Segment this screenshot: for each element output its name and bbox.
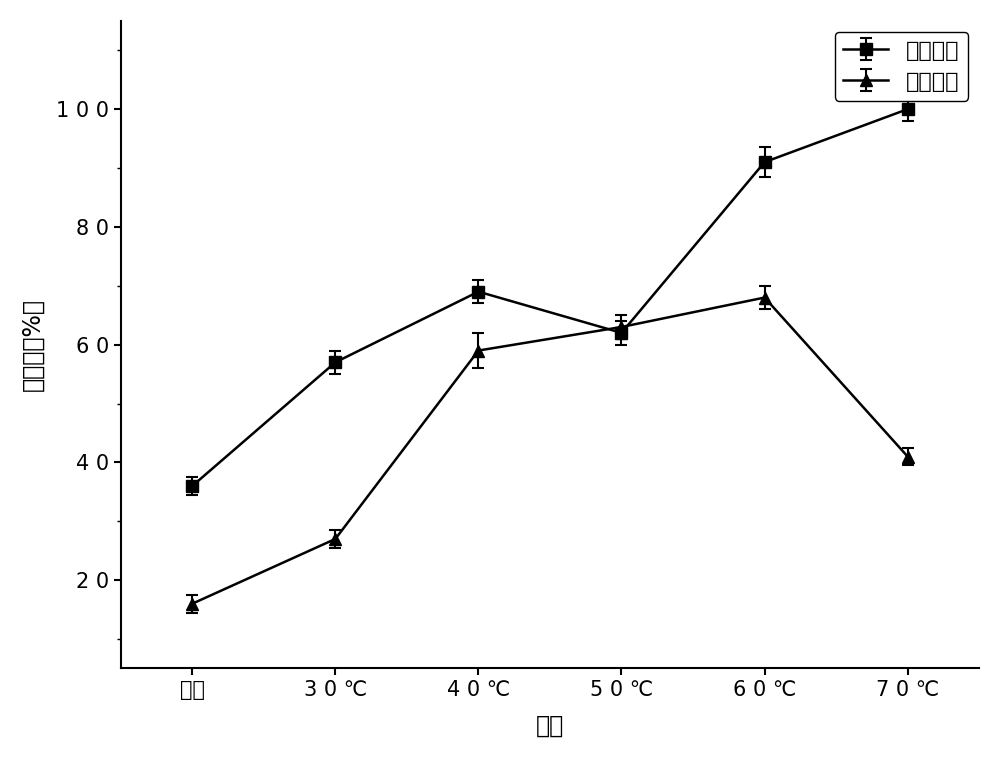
X-axis label: 温度: 温度 [536,714,564,739]
Legend: 大豆苷元, 染料木素: 大豆苷元, 染料木素 [835,32,968,101]
Y-axis label: 转化率（%）: 转化率（%） [21,298,45,391]
